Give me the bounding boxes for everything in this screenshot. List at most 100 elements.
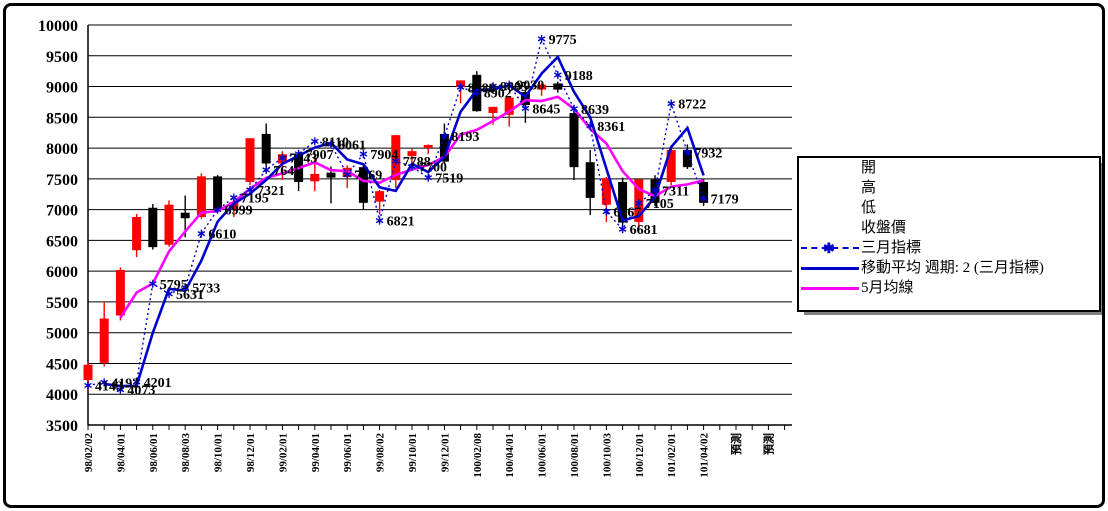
blue-line-marker-icon	[799, 258, 861, 278]
legend-item: 移動平均 週期: 2 (三月指標)	[799, 258, 1099, 278]
x-tick-label: 99/08/02	[375, 433, 387, 473]
x-tick-label: 98/04/01	[115, 433, 127, 472]
star-marker	[505, 80, 514, 89]
x-tick-label: 預測	[761, 433, 775, 455]
candle-body	[585, 162, 595, 198]
candle-body	[83, 364, 93, 381]
gridlines	[88, 24, 792, 426]
y-axis-labels: 3500 4000 4500 5000 5500 6000 6500 7000 7500 8000…	[38, 18, 78, 435]
data-label: 7195	[241, 192, 269, 207]
star-marker	[100, 378, 109, 387]
data-label: 5631	[176, 288, 204, 303]
legend-label: 低	[861, 200, 877, 216]
candle-body	[682, 149, 692, 168]
axes	[87, 25, 792, 430]
y-tick-label: 10000	[38, 18, 78, 35]
candle-body	[213, 176, 223, 209]
star-marker	[132, 377, 141, 386]
x-tick-label: 100/12/01	[634, 433, 646, 478]
y-tick-label: 6500	[46, 233, 78, 250]
data-label: 7904	[370, 148, 398, 163]
y-tick-label: 8000	[46, 141, 78, 158]
candle-body	[245, 138, 255, 182]
candlestick	[310, 151, 320, 192]
candle-body	[261, 133, 271, 164]
data-label: 6681	[630, 223, 658, 238]
candlestick	[537, 83, 547, 96]
data-label: 9005	[500, 80, 528, 95]
star-marker	[424, 173, 433, 182]
data-label: 8988	[468, 81, 496, 96]
candle-body	[164, 204, 174, 245]
data-label: 4073	[127, 384, 155, 399]
x-tick-label: 99/06/01	[342, 433, 354, 472]
star-marker	[116, 385, 125, 394]
star-marker	[391, 157, 400, 166]
x-tick-label: 98/02/02	[83, 433, 95, 473]
star-marker	[553, 70, 562, 79]
legend-item: 收盤價	[799, 218, 1099, 238]
candle-body	[488, 106, 498, 113]
star-marker	[359, 149, 368, 158]
data-label: 6967	[613, 206, 641, 221]
star-marker	[408, 162, 416, 171]
legend-label: 三月指標	[861, 240, 922, 256]
legend-label: 移動平均 週期: 2 (三月指標)	[861, 260, 1044, 276]
y-tick-label: 9000	[46, 80, 78, 97]
data-label: 7907	[306, 148, 334, 163]
star-marker	[213, 205, 222, 214]
x-tick-label: 99/10/01	[407, 433, 419, 472]
candle-body	[601, 178, 611, 205]
candlestick	[196, 173, 206, 219]
data-label: 7700	[419, 161, 447, 176]
x-tick-label: 100/08/01	[569, 433, 581, 478]
candle-body	[439, 133, 449, 162]
y-tick-label: 8500	[46, 110, 78, 127]
dashed-star-marker-icon: ✱	[799, 238, 861, 258]
legend-item: 開	[799, 158, 1099, 178]
data-label: 7932	[694, 146, 722, 161]
candlestick	[261, 123, 271, 173]
candlestick	[569, 106, 579, 181]
star-marker	[472, 88, 481, 97]
candlestick	[99, 301, 109, 367]
candlestick	[375, 189, 385, 215]
candlestick	[407, 148, 417, 163]
data-label: 7321	[257, 184, 285, 199]
star-marker	[456, 83, 465, 92]
star-marker	[310, 137, 319, 146]
candlestick	[148, 204, 158, 250]
star-marker	[602, 207, 611, 216]
x-tick-label: 98/10/01	[213, 433, 225, 472]
data-label: 8639	[581, 103, 609, 118]
legend-item: 高	[799, 178, 1099, 198]
star-marker	[683, 148, 692, 157]
x-tick-label: 99/04/01	[310, 433, 322, 472]
star-marker	[586, 121, 595, 130]
data-label: 8902	[484, 87, 512, 102]
candle-body	[310, 173, 320, 182]
candle-body	[520, 92, 530, 105]
star-marker	[667, 99, 676, 108]
candle-body	[666, 149, 676, 182]
x-tick-label: 98/12/01	[245, 433, 257, 472]
y-tick-label: 3500	[46, 418, 78, 435]
candlestick	[245, 138, 255, 185]
data-label: 7646	[273, 164, 301, 179]
data-label: 5733	[192, 282, 220, 297]
candle-body	[537, 84, 547, 90]
candlestick	[666, 148, 676, 185]
y-tick-label: 5500	[46, 295, 78, 312]
data-label: 7179	[711, 193, 739, 208]
star-marker	[699, 194, 708, 203]
legend-label: 高	[861, 180, 877, 196]
data-label: 4192	[111, 376, 139, 391]
candle-body	[132, 217, 142, 251]
data-label: 6821	[387, 215, 415, 230]
star-marker	[489, 82, 497, 91]
candle-body	[407, 151, 417, 157]
x-tick-label: 98/08/03	[180, 433, 192, 473]
x-tick-label: 101/02/01	[666, 433, 678, 478]
star-marker	[181, 283, 190, 292]
